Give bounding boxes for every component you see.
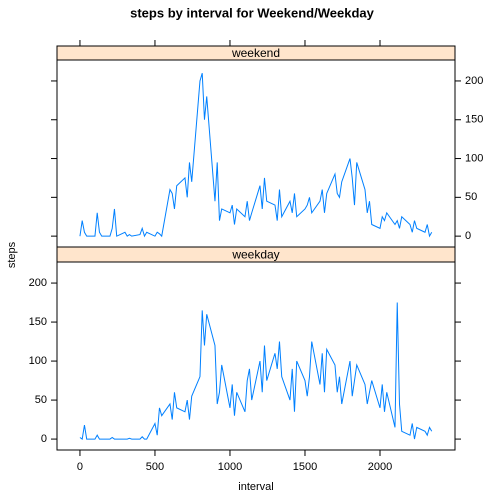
y-tick-label: 200 <box>29 277 47 289</box>
y-tick-label: 50 <box>465 191 477 203</box>
x-tick-label: 1000 <box>218 461 242 473</box>
y-tick-label: 150 <box>465 114 483 126</box>
y-tick-label: 150 <box>29 316 47 328</box>
x-tick-label: 1500 <box>293 461 317 473</box>
y-tick-label: 100 <box>465 152 483 164</box>
y-tick-label: 100 <box>29 355 47 367</box>
data-line <box>79 73 433 238</box>
y-tick-label: 0 <box>465 230 471 242</box>
panel <box>56 261 456 451</box>
strip-label: weekend <box>231 46 280 60</box>
y-tick-label: 0 <box>41 433 47 445</box>
x-axis-label: interval <box>238 481 273 493</box>
x-tick-label: 500 <box>146 461 164 473</box>
x-tick-label: 2000 <box>368 461 392 473</box>
x-tick-label: 0 <box>77 461 83 473</box>
y-tick-label: 200 <box>465 75 483 87</box>
strip-label: weekday <box>231 248 279 262</box>
panel <box>56 59 456 248</box>
y-axis-label: steps <box>6 241 18 268</box>
y-tick-label: 50 <box>35 394 47 406</box>
chart-title: steps by interval for Weekend/Weekday <box>130 5 374 20</box>
data-line <box>79 302 433 440</box>
